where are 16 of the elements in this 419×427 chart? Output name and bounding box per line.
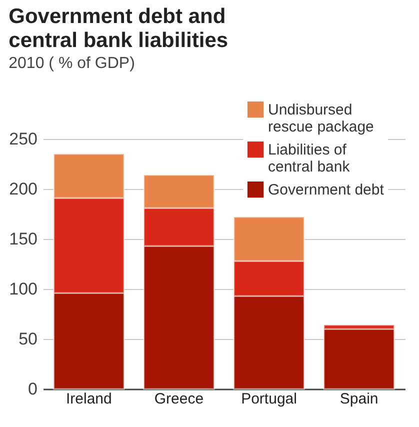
y-tick-label: 50 [18, 330, 38, 348]
chart-title: Government debt and central bank liabilities [8, 5, 228, 52]
legend-label: Undisbursed rescue package [268, 102, 374, 136]
x-tick-label: Greece [154, 390, 204, 408]
y-tick-label: 100 [9, 280, 38, 298]
legend-label: Liabilities of central bank [268, 142, 350, 176]
x-tick-label: Portugal [241, 390, 297, 408]
y-tick-label: 150 [9, 230, 38, 248]
x-tick-label: Ireland [66, 390, 112, 408]
chart-subtitle: 2010 ( % of GDP) [8, 55, 135, 72]
y-tick-label: 200 [9, 180, 38, 198]
y-tick-label: 250 [9, 130, 38, 148]
bar [323, 328, 395, 390]
legend-label: Government debt [268, 182, 385, 198]
y-tick-label: 0 [28, 380, 38, 398]
x-tick-label: Spain [340, 390, 378, 408]
